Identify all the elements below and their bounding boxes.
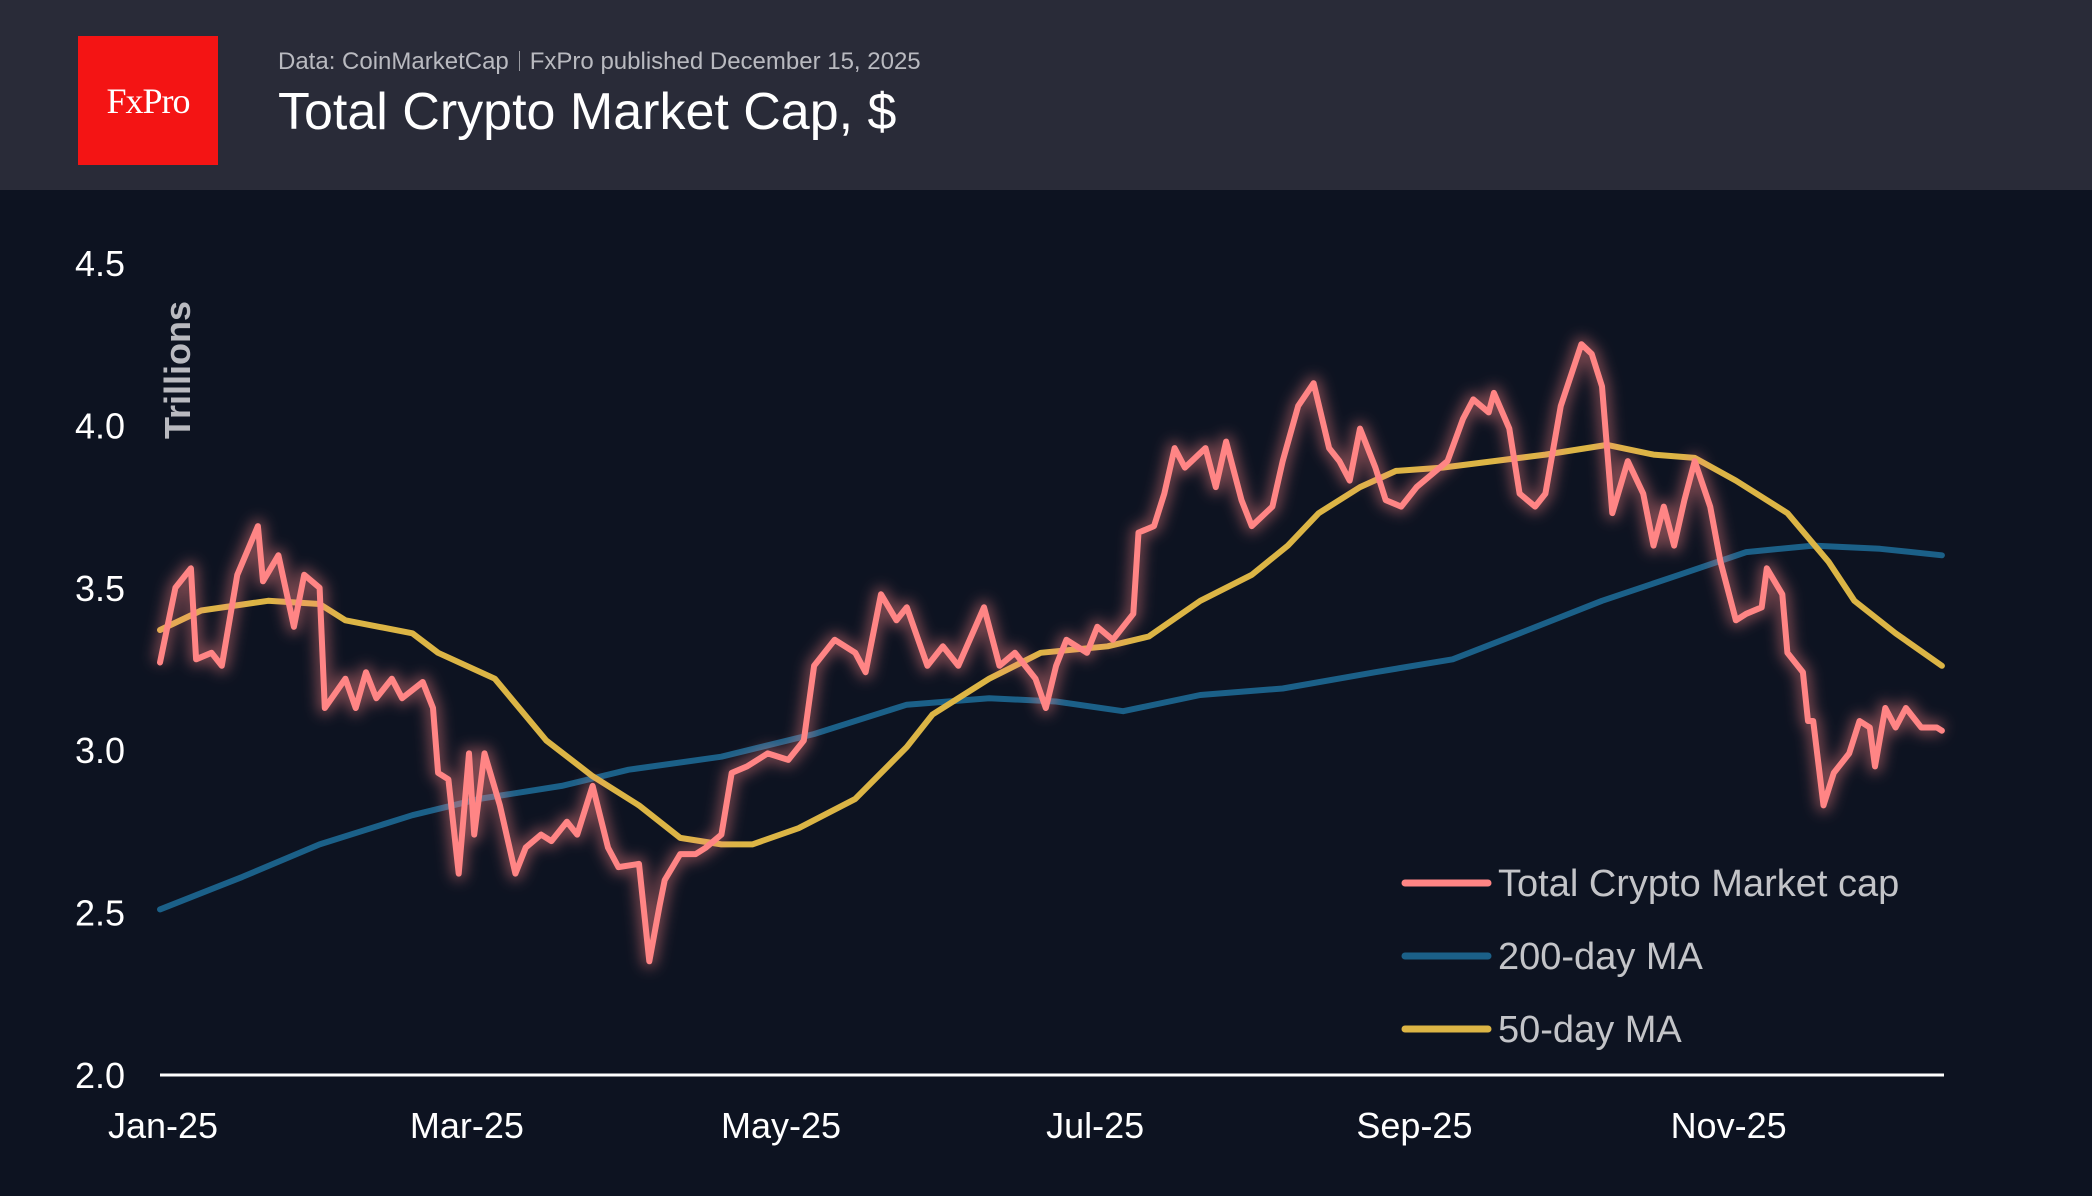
legend-item: 200-day MA — [1401, 936, 1704, 978]
y-tick-label: 4.5 — [75, 243, 125, 284]
legend-label: 200-day MA — [1498, 936, 1704, 978]
series-line-200-day-ma — [157, 542, 1945, 913]
series-line-50-day-ma — [157, 441, 1945, 848]
y-tick-label: 3.5 — [75, 568, 125, 609]
x-tick-label: Jan-25 — [108, 1105, 218, 1146]
legend-label: 50-day MA — [1498, 1009, 1682, 1051]
legend-item: 50-day MA — [1401, 1009, 1682, 1051]
x-tick-label: Sep-25 — [1356, 1105, 1472, 1146]
y-tick-label: 3.0 — [75, 730, 125, 771]
y-tick-label: 2.5 — [75, 893, 125, 934]
legend-item: Total Crypto Market cap — [1401, 863, 1899, 905]
published-date: FxPro published December 15, 2025 — [529, 48, 921, 75]
x-tick-label: May-25 — [721, 1105, 841, 1146]
y-axis-ticks: 2.0 2.5 3.0 3.5 4.0 4.5 — [75, 243, 125, 1096]
x-tick-label: Jul-25 — [1046, 1105, 1144, 1146]
series-lines — [153, 337, 1946, 969]
separator — [518, 51, 520, 71]
y-axis-label: Trillions — [157, 301, 198, 439]
y-tick-label: 4.0 — [75, 405, 125, 446]
y-tick-label: 2.0 — [75, 1055, 125, 1096]
page-title: Total Crypto Market Cap, $ — [278, 83, 897, 141]
subtitle: Data: CoinMarketCap FxPro published Decem… — [278, 48, 921, 76]
legend-label: Total Crypto Market cap — [1498, 863, 1899, 905]
x-axis-ticks: Jan-25 Mar-25 May-25 Jul-25 Sep-25 Nov-25 — [108, 1105, 1787, 1146]
x-tick-label: Nov-25 — [1671, 1105, 1787, 1146]
x-tick-label: Mar-25 — [410, 1105, 524, 1146]
header: FxPro Data: CoinMarketCap FxPro published… — [0, 0, 2092, 190]
series-line-total-crypto-market-cap — [157, 341, 1945, 965]
fxpro-logo: FxPro — [78, 36, 218, 165]
data-source: Data: CoinMarketCap — [278, 48, 509, 75]
legend: Total Crypto Market cap 200-day MA 50-day … — [1401, 863, 1899, 1051]
